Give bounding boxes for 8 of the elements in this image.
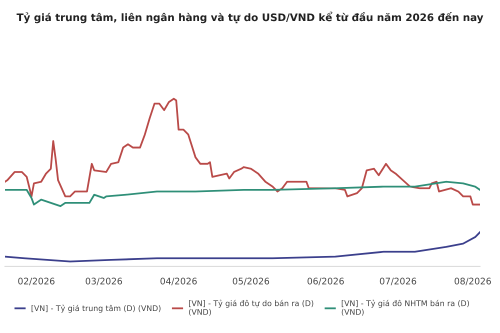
x-tick-label: 02/2026 <box>18 278 55 286</box>
x-tick-label: 04/2026 <box>160 278 197 286</box>
x-tick-label: 06/2026 <box>308 278 344 286</box>
x-tick-label: 07/2026 <box>380 278 416 286</box>
chart-title: Tỷ giá trung tâm, liên ngân hàng và tự do USD/VND kể từ đầu năm 2026 đến nay <box>16 12 484 24</box>
x-tick-label: 03/2026 <box>86 278 122 286</box>
x-tick-label: 05/2026 <box>232 278 270 286</box>
x-tick-label: 08/2026 <box>454 278 491 286</box>
